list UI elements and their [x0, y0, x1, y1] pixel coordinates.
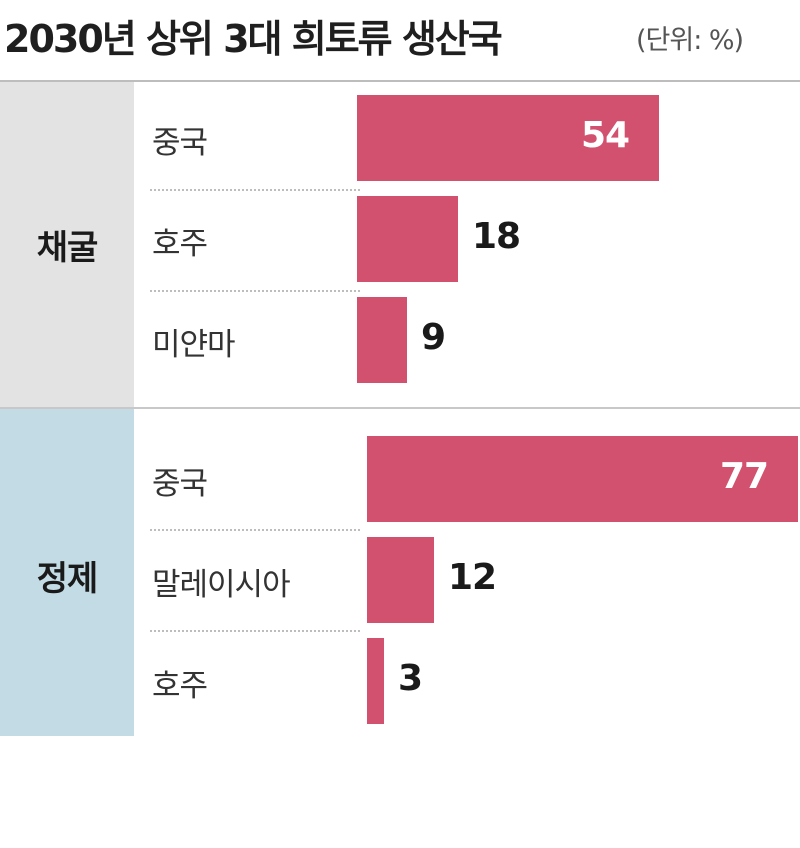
value-label: 12 — [448, 557, 497, 598]
bar-row: 중국 54 — [0, 95, 800, 181]
group-divider — [0, 407, 800, 409]
value-label: 9 — [421, 317, 446, 358]
value-label: 3 — [398, 658, 423, 699]
bar — [357, 196, 458, 282]
value-label: 77 — [720, 456, 769, 497]
category-label: 미얀마 — [152, 327, 236, 363]
bar-row: 호주 18 — [0, 196, 800, 282]
category-label: 호주 — [152, 226, 208, 262]
bar — [367, 638, 384, 724]
bar-row: 말레이시아 12 — [0, 537, 800, 623]
group-panel-mining: 채굴 — [0, 82, 134, 407]
value-label: 54 — [581, 115, 630, 156]
top-divider — [0, 80, 800, 82]
category-label: 중국 — [152, 466, 208, 502]
bar — [357, 95, 659, 181]
bar-row: 미얀마 9 — [0, 297, 800, 383]
chart-title: 2030년 상위 3대 희토류 생산국 — [4, 17, 503, 61]
group-label-mining: 채굴 — [36, 228, 99, 268]
bar-row: 호주 3 — [0, 638, 800, 724]
row-separator — [150, 529, 360, 531]
category-label: 말레이시아 — [152, 567, 291, 603]
unit-label: (단위: %) — [636, 25, 744, 56]
group-panel-refining: 정제 — [0, 409, 134, 736]
bar — [357, 297, 407, 383]
bar — [367, 537, 434, 623]
category-label: 호주 — [152, 668, 208, 704]
value-label: 18 — [472, 216, 521, 257]
bar — [367, 436, 798, 522]
chart-header: 2030년 상위 3대 희토류 생산국 (단위: %) — [0, 0, 800, 70]
group-label-refining: 정제 — [36, 559, 99, 599]
row-separator — [150, 189, 360, 191]
category-label: 중국 — [152, 125, 208, 161]
row-separator — [150, 630, 360, 632]
row-separator — [150, 290, 360, 292]
bar-row: 중국 77 — [0, 436, 800, 522]
